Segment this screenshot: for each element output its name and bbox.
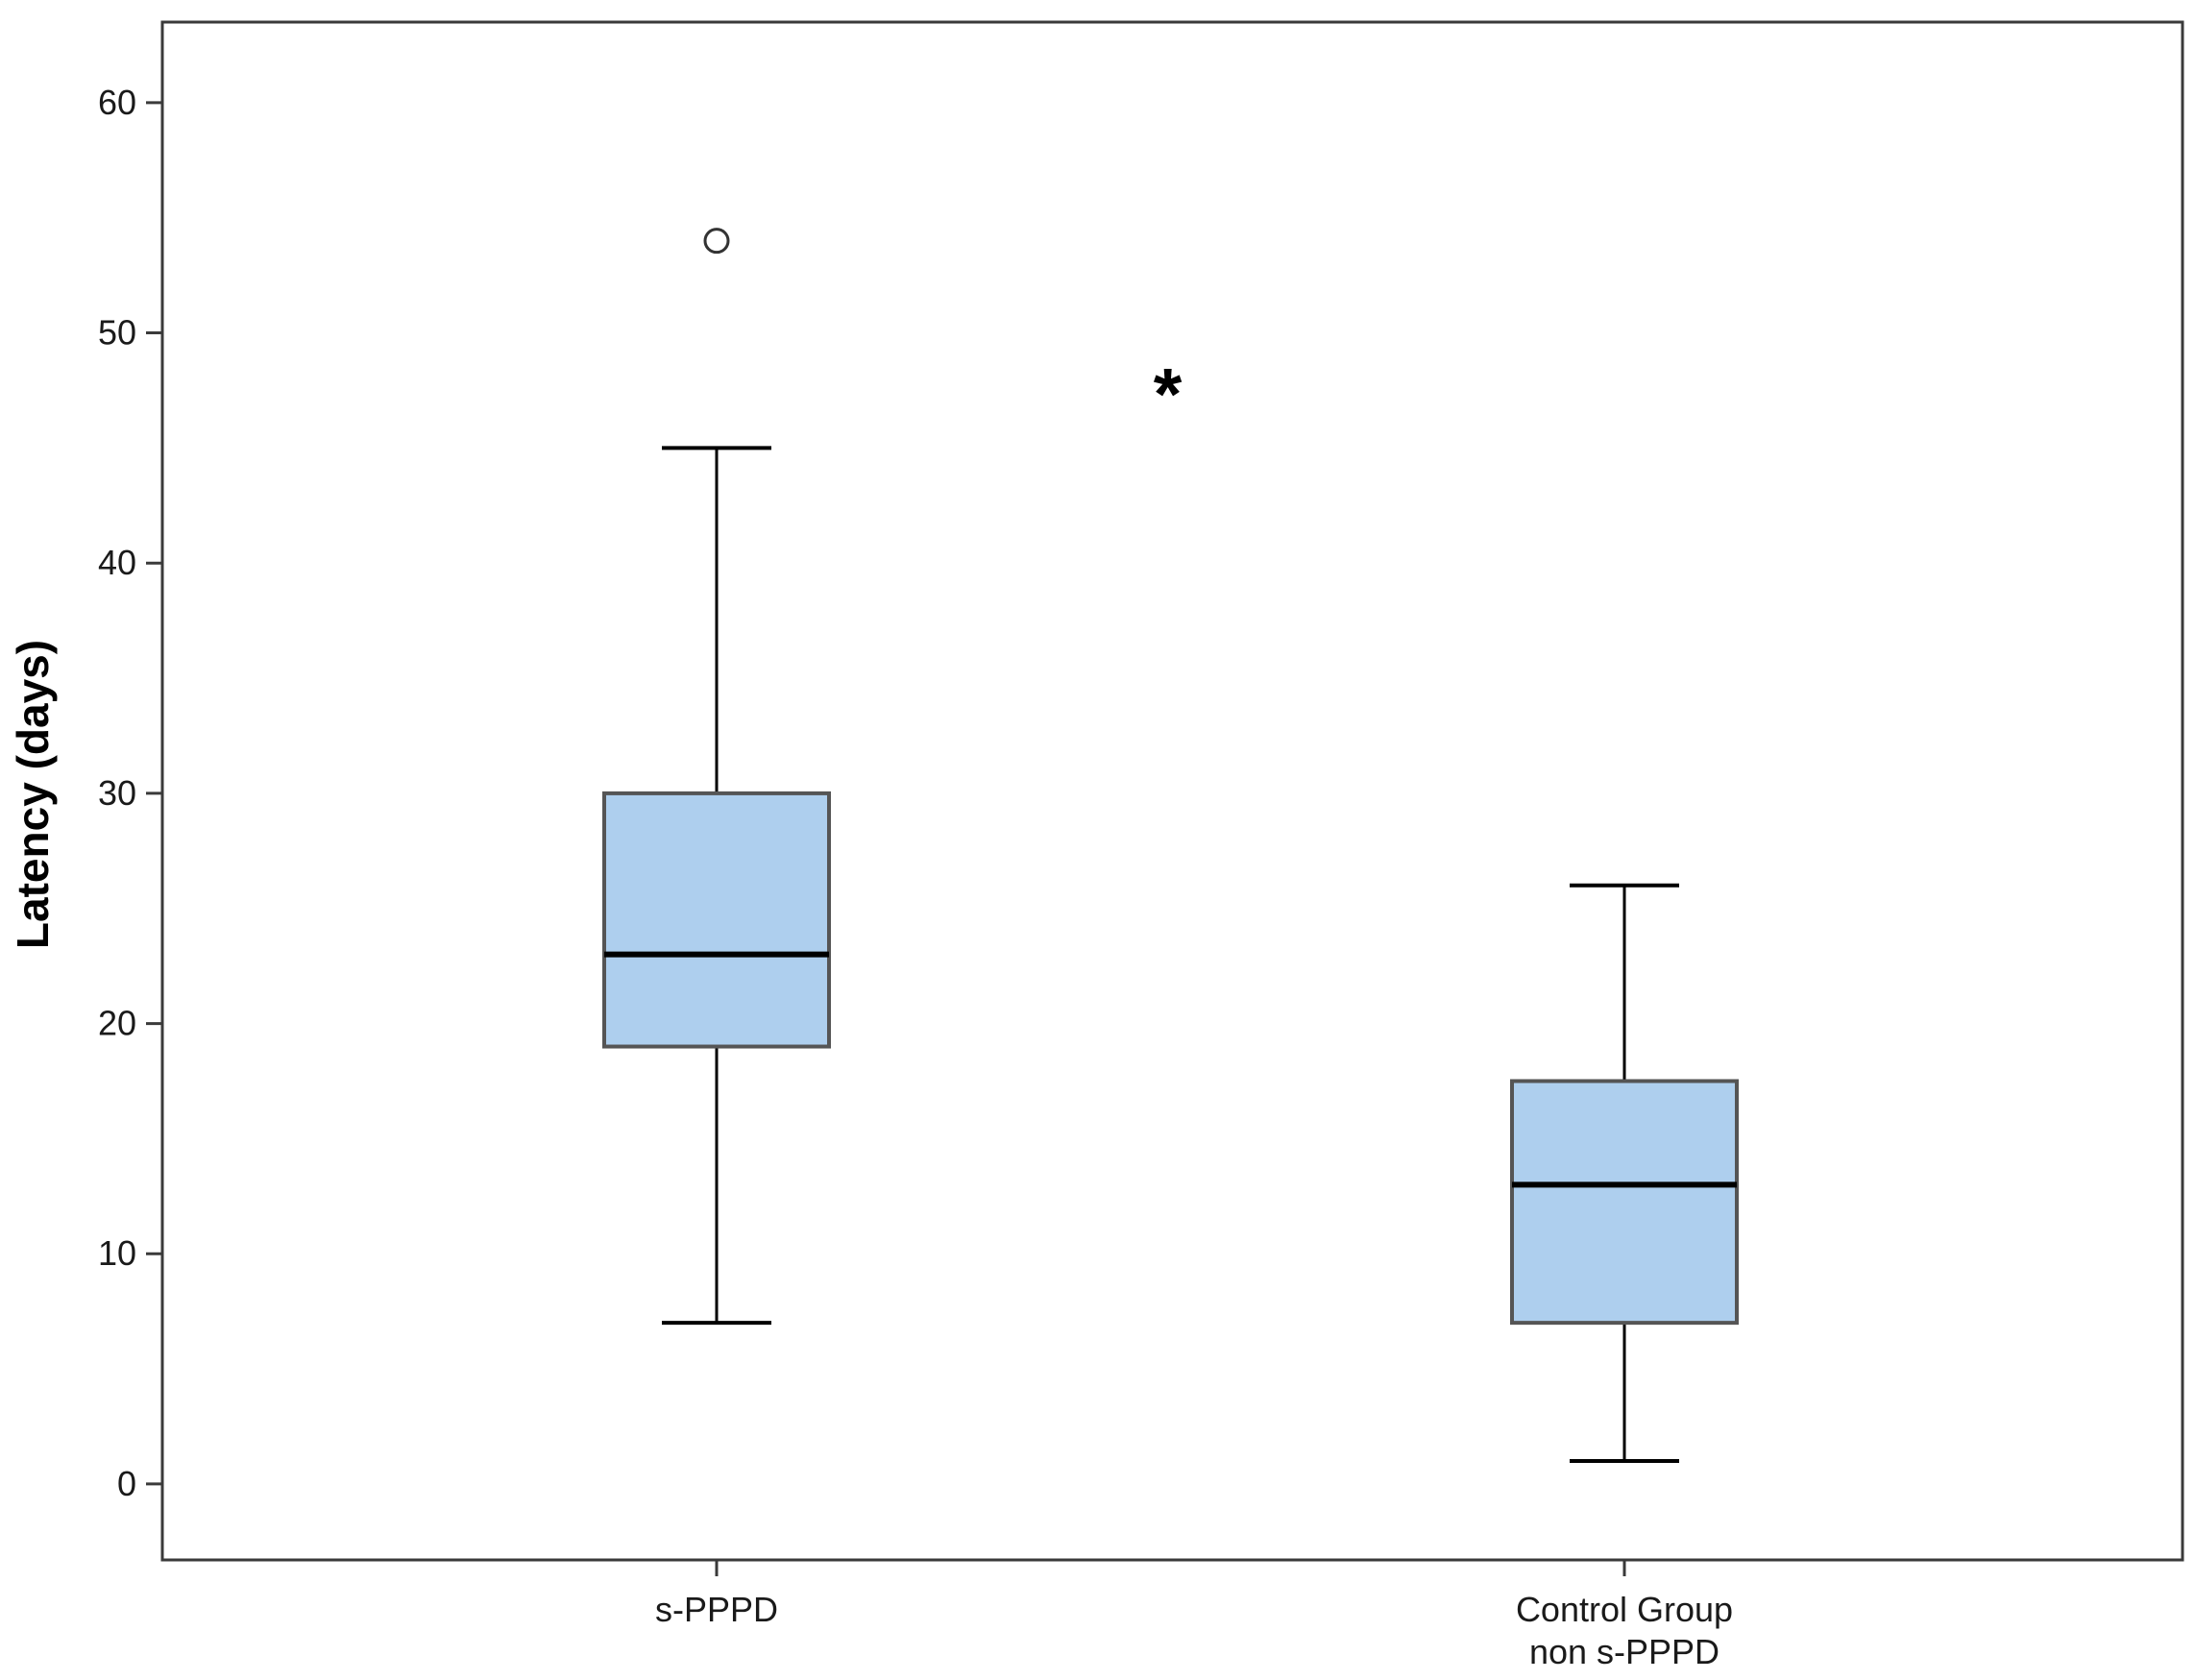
plot-frame [160, 20, 2184, 1562]
y-tick-label: 20 [98, 1004, 136, 1043]
iqr-box [1510, 1079, 1739, 1326]
outlier-point [703, 228, 730, 255]
annotations: * [1154, 353, 1183, 435]
box-group [1510, 883, 1739, 1463]
y-tick-label: 60 [98, 83, 136, 122]
y-tick-label: 0 [117, 1464, 136, 1503]
x-tick-label: non s-PPPD [1529, 1632, 1719, 1671]
y-tick-label: 50 [98, 313, 136, 353]
y-axis-label: Latency (days) [8, 640, 58, 949]
y-axis: 0 10 20 30 40 50 60 [98, 83, 162, 1503]
box-group [602, 228, 831, 1326]
y-tick-label: 10 [98, 1233, 136, 1273]
significance-marker: * [1154, 353, 1183, 435]
iqr-box [602, 791, 831, 1049]
x-tick-label: s-PPPD [655, 1590, 778, 1629]
box-series [602, 228, 1739, 1463]
y-tick-label: 40 [98, 543, 136, 582]
y-tick-label: 30 [98, 773, 136, 813]
x-tick-label: Control Group [1516, 1590, 1733, 1629]
